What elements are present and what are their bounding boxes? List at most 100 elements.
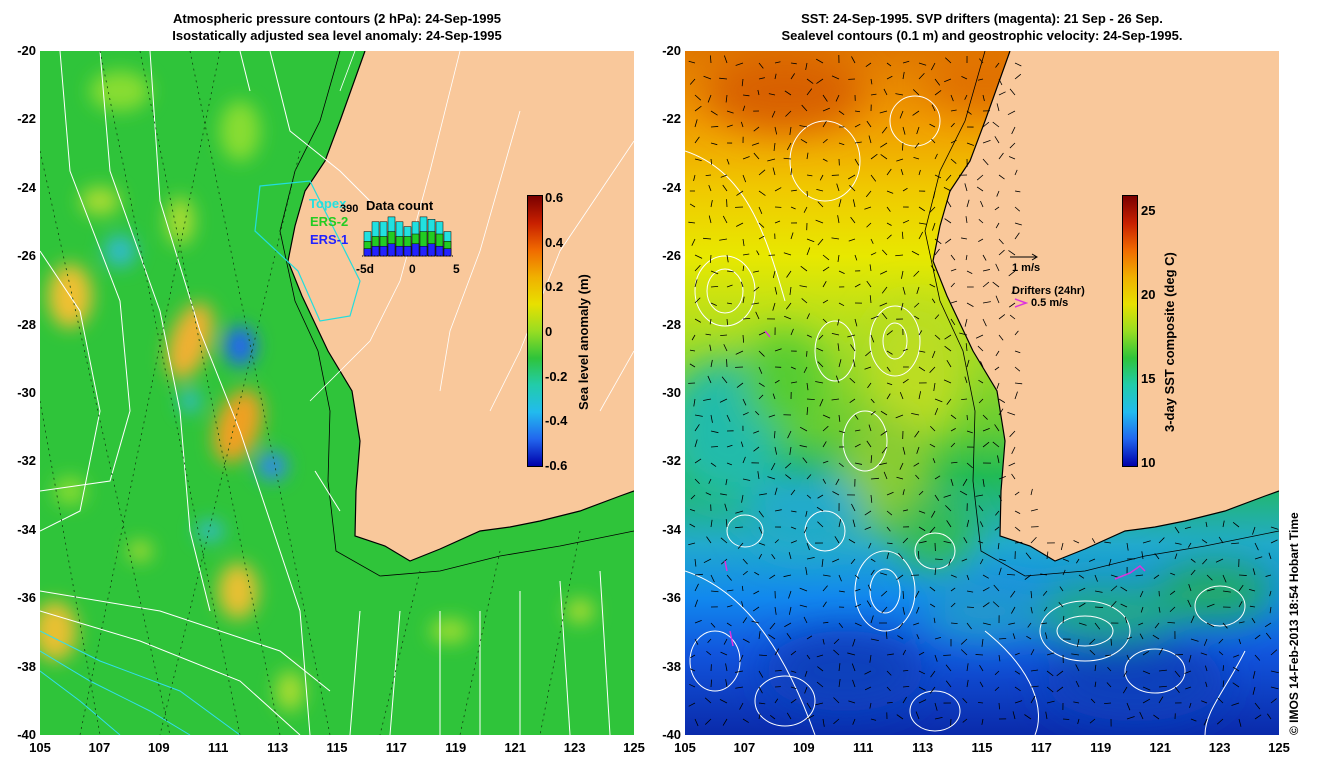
velocity-arrow [767, 158, 776, 162]
velocity-arrow [1174, 526, 1180, 534]
velocity-arrow [784, 622, 792, 628]
velocity-arrow [758, 510, 764, 518]
sst-colorbar-title: 3-day SST composite (deg C) [1162, 252, 1177, 432]
velocity-arrow [1153, 714, 1160, 720]
left-lon-tick-10: 125 [623, 740, 645, 755]
datacount-xtick-1: 0 [409, 262, 416, 276]
right-lat-tick-2: -24 [662, 179, 681, 195]
velocity-arrow [1030, 488, 1033, 496]
velocity-arrow [869, 702, 872, 709]
velocity-arrow [866, 600, 872, 608]
velocity-arrow [913, 462, 920, 467]
velocity-arrow [758, 169, 766, 176]
velocity-arrow [977, 701, 984, 704]
velocity-arrow [694, 279, 698, 288]
velocity-arrow [918, 526, 926, 532]
velocity-arrow [977, 540, 984, 544]
velocity-arrow [902, 606, 905, 615]
velocity-arrow [784, 462, 792, 469]
velocity-arrow [902, 649, 907, 656]
velocity-arrow [709, 344, 712, 352]
velocity-arrow [1062, 718, 1070, 720]
velocity-arrow [739, 702, 744, 710]
velocity-arrow [722, 718, 728, 726]
velocity-arrow [806, 654, 811, 660]
velocity-arrow [992, 121, 1000, 128]
velocity-arrow [1046, 551, 1049, 560]
velocity-arrow [1045, 711, 1048, 720]
velocity-arrow [831, 75, 840, 80]
velocity-arrow [975, 654, 984, 656]
right-map-title: SST: 24-Sep-1995. SVP drifters (magenta)… [685, 10, 1279, 44]
velocity-arrow [832, 491, 840, 496]
velocity-arrow [755, 411, 760, 416]
velocity-arrow [720, 174, 728, 178]
velocity-arrow [997, 542, 1000, 550]
velocity-arrow [767, 476, 776, 480]
velocity-arrow [806, 542, 810, 551]
velocity-arrow [786, 270, 792, 278]
velocity-arrow [1201, 539, 1208, 544]
velocity-arrow [742, 265, 745, 272]
velocity-arrow [737, 542, 744, 549]
velocity-arrow [1158, 606, 1161, 613]
velocity-arrow [1008, 270, 1016, 277]
velocity-arrow [918, 330, 923, 336]
velocity-arrow [722, 215, 728, 224]
right-lon-tick-9: 123 [1208, 740, 1231, 755]
velocity-arrow [790, 168, 793, 176]
velocity-arrow [994, 670, 1000, 676]
velocity-arrow [849, 398, 856, 404]
velocity-arrow [950, 158, 957, 164]
velocity-arrow [689, 363, 696, 368]
velocity-arrow [1014, 330, 1019, 336]
velocity-arrow [933, 382, 936, 391]
velocity-arrow [913, 302, 920, 308]
velocity-arrow [964, 376, 968, 384]
velocity-arrow [831, 333, 840, 336]
velocity-arrow [850, 558, 856, 565]
velocity-arrow [914, 315, 920, 320]
velocity-arrow [1009, 88, 1016, 96]
velocity-arrow [758, 686, 763, 694]
velocity-arrow [838, 462, 844, 467]
velocity-arrow [838, 270, 845, 275]
velocity-arrow [1215, 558, 1224, 563]
velocity-arrow [964, 94, 968, 100]
velocity-arrow [1201, 700, 1208, 704]
velocity-arrow [806, 702, 812, 710]
velocity-arrow [790, 510, 797, 513]
right-lat-tick-4: -28 [662, 316, 681, 332]
velocity-arrow [769, 622, 776, 630]
velocity-arrow [694, 414, 703, 417]
velocity-arrow [982, 478, 985, 487]
velocity-arrow [881, 286, 888, 294]
velocity-arrow [944, 334, 952, 340]
velocity-arrow [1123, 670, 1128, 677]
velocity-arrow [902, 685, 910, 688]
sea-level-colorbar-title: Sea level anomaly (m) [576, 274, 591, 410]
velocity-arrow [902, 60, 910, 64]
velocity-arrow [943, 494, 952, 498]
velocity-arrow [1238, 718, 1242, 727]
velocity-arrow [1009, 314, 1016, 320]
velocity-arrow [1265, 632, 1272, 640]
velocity-arrow [881, 249, 888, 256]
velocity-arrow [822, 299, 829, 304]
velocity-arrow [1024, 714, 1032, 720]
velocity-arrow [710, 285, 719, 288]
velocity-arrow [852, 679, 856, 688]
velocity-arrow [769, 714, 776, 720]
velocity-arrow [880, 430, 888, 436]
velocity-arrow [1090, 698, 1096, 704]
velocity-arrow [818, 334, 824, 340]
velocity-arrow [879, 572, 888, 576]
velocity-arrow [707, 375, 712, 384]
velocity-arrow [982, 139, 991, 144]
velocity-arrow [1206, 588, 1215, 592]
velocity-arrow [790, 232, 794, 240]
velocity-arrow [852, 359, 856, 368]
velocity-arrow [886, 491, 894, 496]
velocity-arrow [822, 718, 825, 727]
velocity-arrow [774, 487, 778, 496]
